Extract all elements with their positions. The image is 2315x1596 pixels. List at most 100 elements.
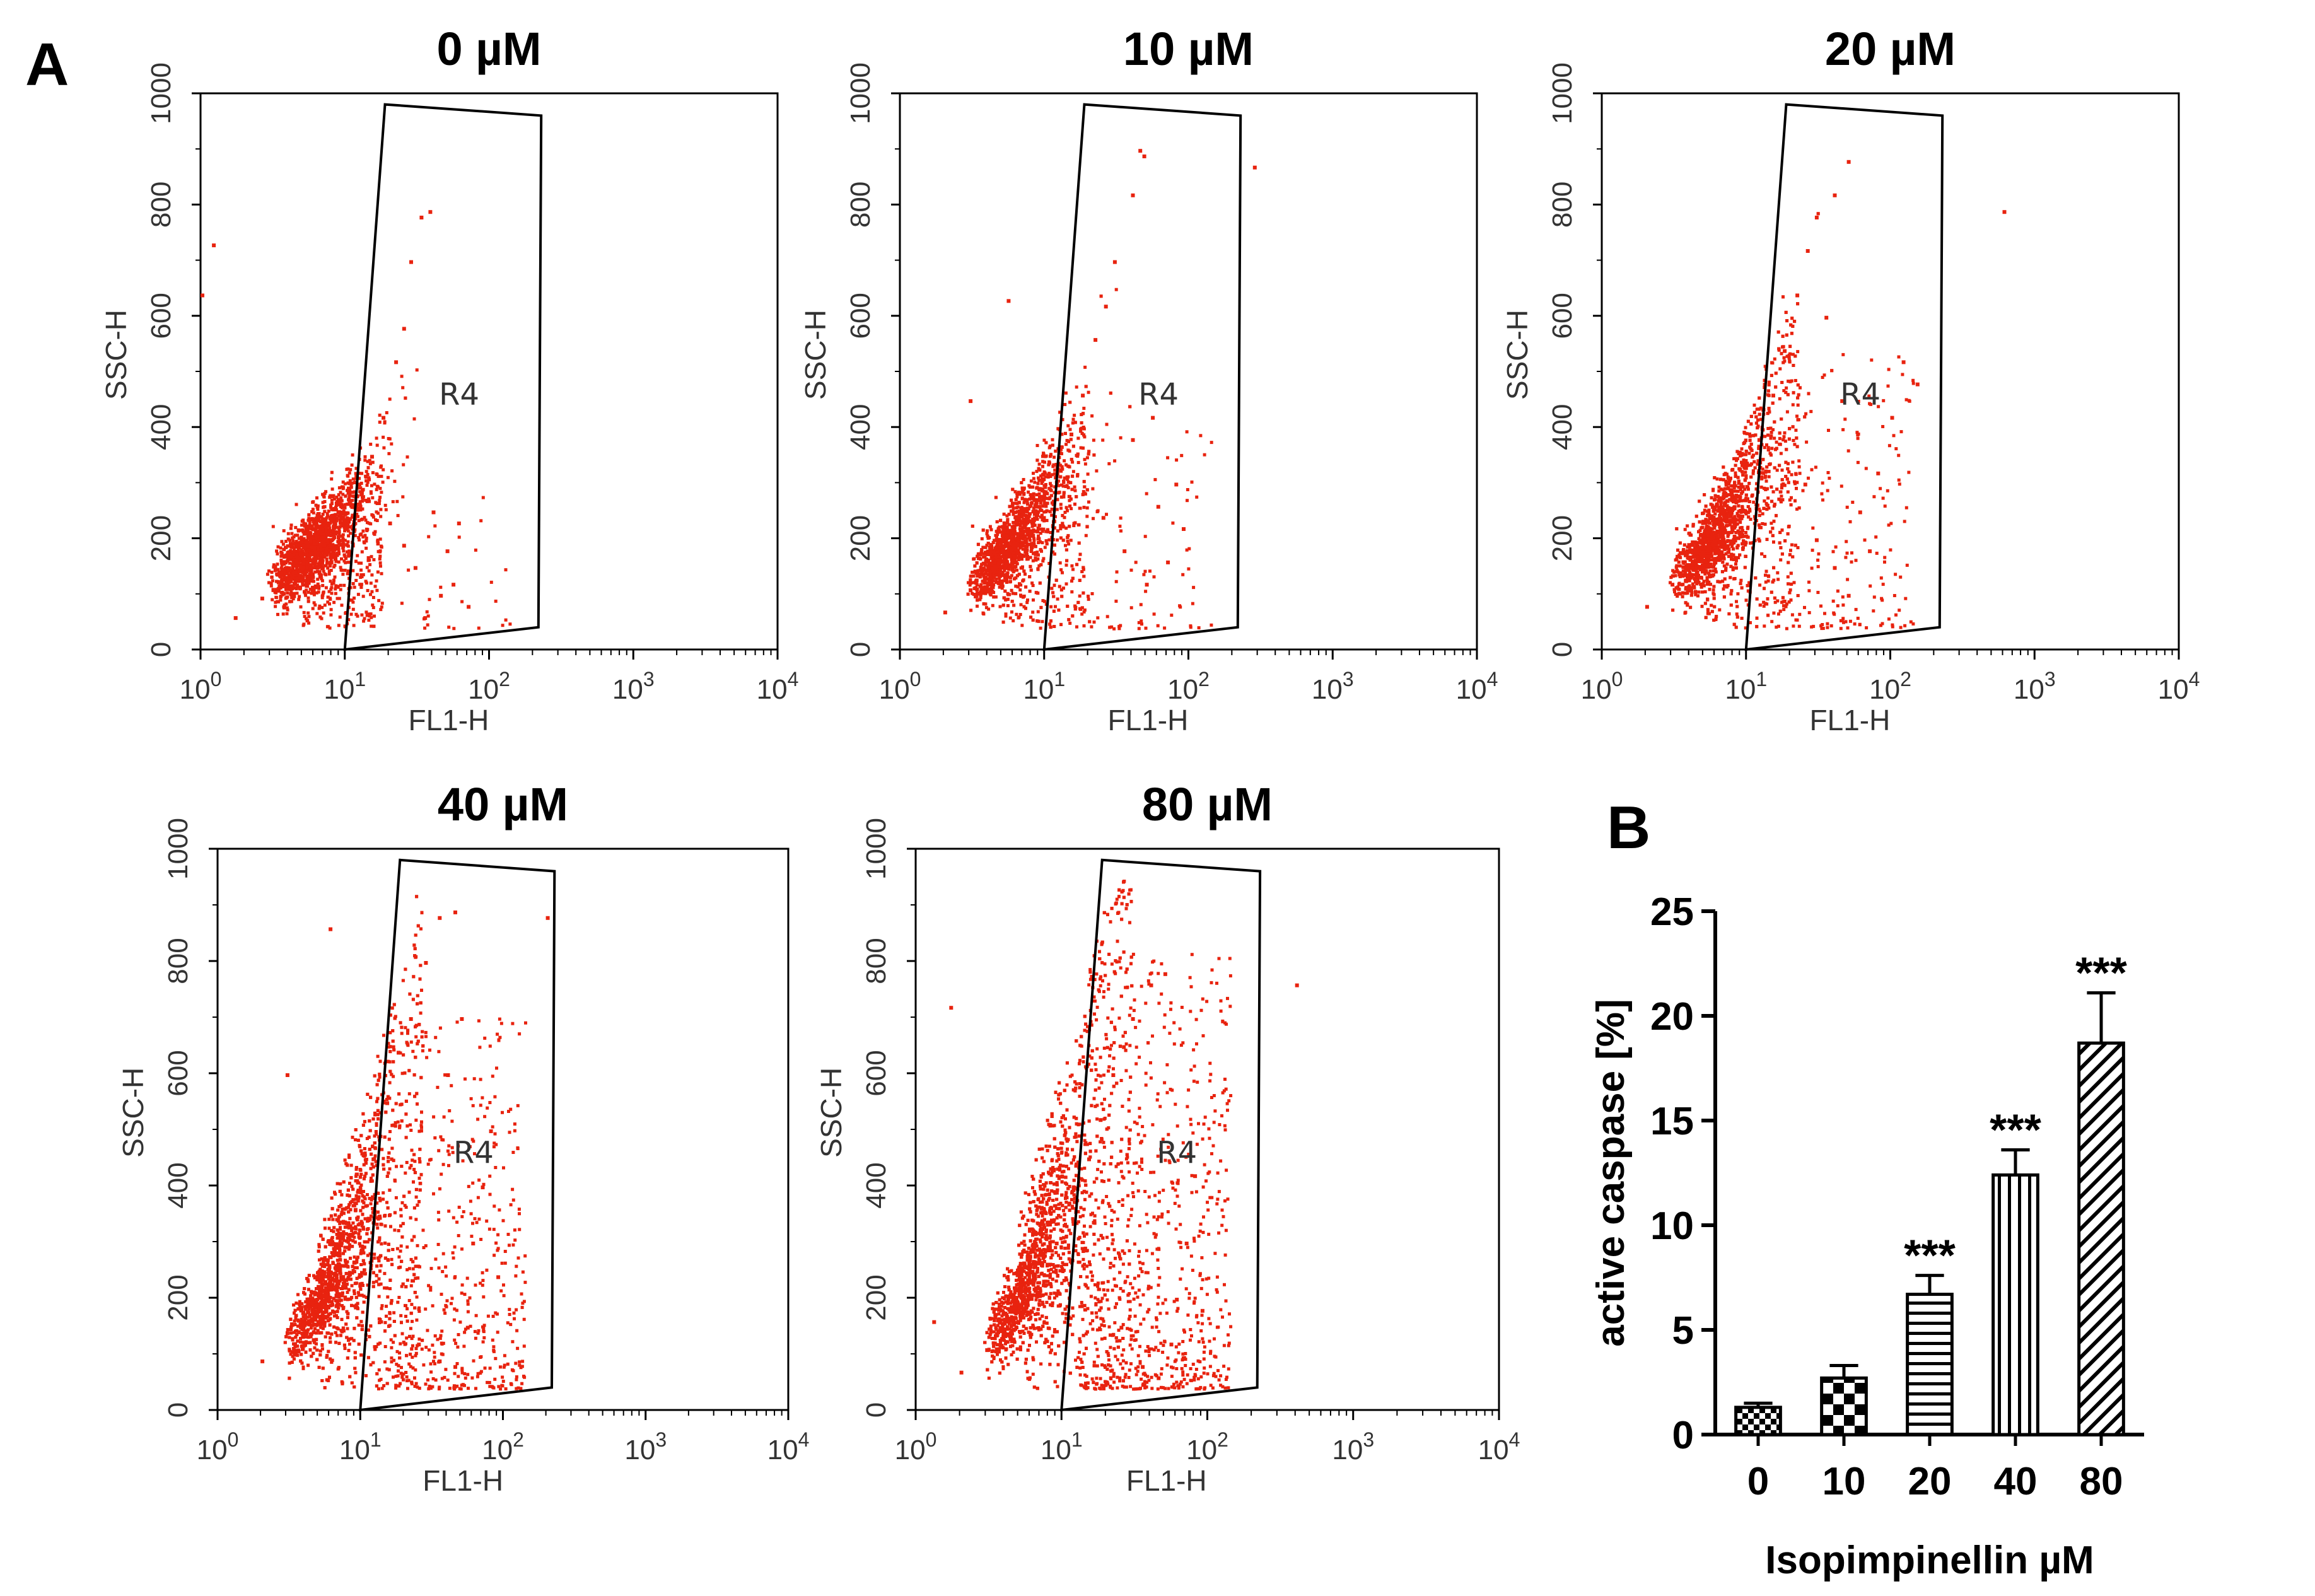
event-dot — [351, 527, 354, 531]
event-dot — [1035, 444, 1039, 447]
event-dot — [1035, 530, 1039, 533]
event-dot — [1092, 620, 1096, 624]
event-dot — [375, 502, 379, 505]
event-dot — [289, 584, 293, 588]
event-dot — [1021, 489, 1025, 492]
event-dot — [331, 549, 335, 552]
event-dot — [369, 581, 373, 585]
event-dot — [1053, 543, 1056, 547]
event-dot — [337, 560, 341, 564]
event-dot — [284, 588, 288, 591]
event-dot — [981, 528, 985, 532]
event-dot — [501, 624, 504, 627]
event-dot — [1054, 463, 1058, 466]
event-dot — [969, 399, 973, 404]
event-dot — [318, 565, 322, 569]
gate-r4 — [1042, 103, 1242, 651]
event-dot — [1166, 560, 1170, 564]
event-dot — [301, 549, 305, 553]
event-dot — [356, 614, 359, 618]
event-dot — [439, 585, 443, 589]
event-dot — [335, 597, 339, 600]
event-dot — [298, 545, 301, 549]
event-dot — [275, 549, 279, 553]
event-dot — [1020, 565, 1024, 569]
event-dot — [1119, 516, 1123, 520]
event-dot — [353, 490, 356, 494]
event-dot — [317, 570, 321, 574]
event-dot — [281, 542, 285, 546]
event-dot — [1035, 619, 1039, 623]
event-dot — [971, 571, 974, 574]
event-dot — [1037, 527, 1041, 531]
event-dot — [370, 555, 373, 559]
event-dot — [1015, 552, 1019, 556]
event-dot — [1044, 486, 1047, 489]
event-dot — [995, 520, 999, 523]
event-dot — [331, 538, 334, 542]
event-dot — [329, 545, 333, 549]
event-dot — [271, 588, 275, 591]
event-dot — [1033, 523, 1037, 527]
event-dot — [325, 533, 329, 537]
event-dot — [289, 553, 293, 557]
event-dot — [321, 501, 325, 504]
event-dot — [382, 468, 385, 472]
event-dot — [1041, 559, 1045, 563]
event-dot — [307, 513, 311, 517]
event-dot — [299, 580, 303, 583]
event-dot — [1018, 510, 1021, 513]
event-dot — [322, 569, 325, 573]
event-dot — [296, 580, 300, 583]
event-dot — [1010, 566, 1014, 570]
event-dot — [307, 525, 311, 529]
event-dot — [302, 579, 306, 583]
event-dot — [371, 514, 375, 518]
event-dot — [366, 559, 370, 562]
event-dot — [303, 583, 306, 586]
event-dot — [1082, 506, 1086, 510]
event-dot — [431, 510, 436, 515]
event-dot — [997, 553, 1001, 557]
event-dot — [1059, 527, 1063, 530]
event-dot — [318, 575, 322, 579]
event-dot — [428, 598, 431, 602]
event-dot — [364, 498, 368, 502]
event-dot — [1047, 538, 1051, 542]
event-dot — [360, 499, 364, 503]
event-dot — [280, 553, 284, 557]
event-dot — [1015, 568, 1019, 572]
event-dot — [987, 607, 991, 611]
event-dot — [1046, 475, 1050, 479]
event-dot — [984, 557, 988, 561]
event-dot — [337, 486, 341, 490]
event-dot — [1007, 513, 1011, 516]
event-dot — [1001, 620, 1005, 624]
event-dot — [325, 561, 329, 565]
event-dot — [364, 581, 368, 585]
event-dot — [1067, 542, 1071, 546]
event-cloud — [1645, 160, 2007, 631]
event-dot — [1075, 625, 1078, 629]
event-dot — [984, 602, 988, 606]
event-dot — [353, 585, 356, 589]
event-dot — [284, 545, 288, 549]
event-dot — [313, 542, 317, 546]
event-dot — [309, 571, 313, 575]
event-dot — [346, 516, 349, 520]
event-dot — [334, 587, 337, 591]
event-dot — [1071, 470, 1075, 474]
event-dot — [981, 545, 985, 549]
event-dot — [302, 557, 306, 561]
event-dot — [982, 602, 986, 606]
event-dot — [366, 589, 370, 592]
event-dot — [1027, 484, 1031, 487]
event-dot — [378, 537, 382, 541]
x-tick-base: 10 — [612, 674, 643, 705]
event-dot — [991, 566, 995, 570]
event-dot — [1001, 537, 1005, 541]
event-dot — [1043, 471, 1047, 475]
x-axis-label: FL1-H — [409, 704, 489, 737]
event-dot — [1061, 539, 1065, 542]
event-dot — [319, 532, 323, 536]
